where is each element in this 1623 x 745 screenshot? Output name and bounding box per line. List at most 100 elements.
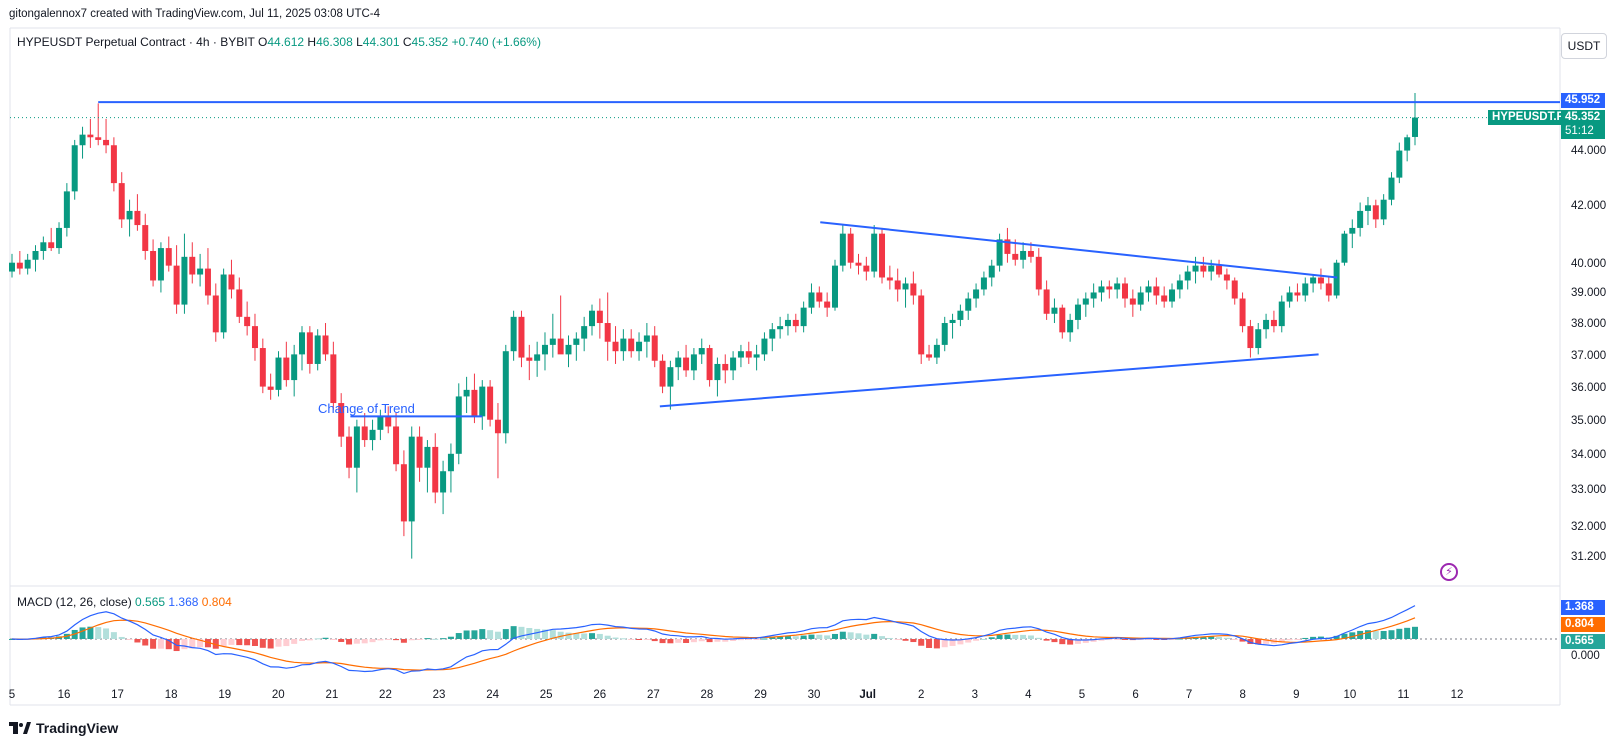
macd-hist-bar xyxy=(549,630,556,639)
candle-body xyxy=(675,357,682,368)
candle-body xyxy=(1074,304,1081,320)
candle-body xyxy=(150,250,157,281)
time-tick-label: 3 xyxy=(971,689,978,701)
high-value: 46.308 xyxy=(316,35,353,49)
macd-hist-bar xyxy=(722,639,729,642)
macd-line-value: 1.368 xyxy=(168,595,199,609)
macd-hist-bar xyxy=(777,636,784,639)
macd-signal-value: 0.804 xyxy=(201,595,232,609)
candle-body xyxy=(863,265,870,272)
candle-body xyxy=(487,386,494,420)
macd-hist-bar xyxy=(847,632,854,639)
candle-body xyxy=(1004,239,1011,254)
candle-body xyxy=(16,262,23,269)
candle-body xyxy=(636,341,643,352)
candle-body xyxy=(667,367,674,387)
macd-hist-bar xyxy=(910,639,917,643)
candle-body xyxy=(769,329,776,339)
time-tick-label: 28 xyxy=(700,689,714,701)
macd-hist-bar xyxy=(142,639,149,646)
time-tick-label: 25 xyxy=(539,689,553,701)
time-tick-label: 17 xyxy=(111,689,124,701)
macd-hist-bar xyxy=(745,639,752,640)
macd-hist-bar xyxy=(275,639,282,647)
candle-body xyxy=(361,426,368,441)
macd-hist-bar xyxy=(651,639,658,642)
time-tick-label: 19 xyxy=(218,689,232,701)
candle-body xyxy=(1208,265,1215,272)
high-label: H xyxy=(307,35,317,49)
candle-body xyxy=(95,137,102,140)
macd-hist-bar xyxy=(659,639,666,644)
macd-hist-bar xyxy=(643,639,650,640)
macd-hist-bar xyxy=(181,639,188,650)
price-tick-label: 32.000 xyxy=(1571,520,1607,533)
time-tick-label: 29 xyxy=(754,689,767,701)
macd-hist-bar xyxy=(737,639,744,641)
macd-hist-bar xyxy=(1216,637,1223,639)
lightning-icon[interactable]: ⚡ xyxy=(1440,563,1458,581)
candle-body xyxy=(502,351,509,434)
symbol-title[interactable]: HYPEUSDT Perpetual Contract · 4h · BYBIT xyxy=(17,35,255,49)
macd-hist-bar xyxy=(698,639,705,642)
macd-hist-bar xyxy=(361,639,368,644)
macd-hist-bar xyxy=(1310,636,1317,639)
macd-hist-bar xyxy=(393,639,400,641)
macd-hist-bar xyxy=(1263,639,1270,644)
macd-hist-bar xyxy=(534,628,541,639)
candle-body xyxy=(1372,205,1379,220)
macd-line xyxy=(11,605,1416,675)
macd-hist-bar xyxy=(902,639,909,641)
macd-hist-bar xyxy=(259,639,266,648)
time-tick-label: 9 xyxy=(1293,689,1300,701)
macd-hist-bar xyxy=(502,629,509,639)
candle-body xyxy=(557,338,564,355)
macd-hist-bar xyxy=(1278,639,1285,642)
time-tick-label: Jul xyxy=(859,689,876,701)
price-tick-label: 44.000 xyxy=(1571,145,1607,158)
macd-pane xyxy=(9,605,1560,675)
candle-body xyxy=(565,344,572,355)
currency-button[interactable]: USDT xyxy=(1561,33,1607,59)
time-tick-label: 8 xyxy=(1239,689,1246,701)
candle-body xyxy=(1043,289,1050,314)
candle-body xyxy=(831,265,838,308)
price-tick-label: 39.000 xyxy=(1571,287,1607,300)
tradingview-logo[interactable]: TradingView xyxy=(9,720,118,736)
candle-body xyxy=(204,268,211,296)
price-tick-label: 35.000 xyxy=(1571,415,1607,428)
macd-hist-bar xyxy=(980,638,987,640)
macd-hist-bar xyxy=(1364,630,1371,639)
candle-body xyxy=(103,139,110,146)
macd-hist-bar xyxy=(957,639,964,645)
candle-body xyxy=(1035,256,1042,290)
candle-body xyxy=(589,310,596,327)
macd-hist-bar xyxy=(1200,636,1207,639)
macd-hist-bar xyxy=(251,639,258,646)
candle-body xyxy=(48,242,55,249)
candle-body xyxy=(816,292,823,302)
candle-body xyxy=(1364,205,1371,211)
macd-hist-bar xyxy=(408,639,415,641)
candle-body xyxy=(9,262,15,272)
candle-body xyxy=(299,332,306,355)
candle-body xyxy=(1114,283,1121,290)
macd-title[interactable]: MACD (12, 26, close) xyxy=(17,595,132,609)
candle-body xyxy=(275,357,282,390)
time-tick-label: 6 xyxy=(1132,689,1139,701)
candle-body xyxy=(283,357,290,381)
macd-hist-bar xyxy=(236,639,243,646)
macd-hist-bar xyxy=(1012,634,1019,639)
macd-hist-bar xyxy=(510,626,517,639)
time-tick-label: 24 xyxy=(486,689,500,701)
upper-trendline xyxy=(820,221,1338,279)
change-of-trend-label[interactable]: Change of Trend xyxy=(318,401,415,416)
created-by-text: gitongalennox7 created with TradingView.… xyxy=(9,8,380,20)
candle-body xyxy=(1223,274,1230,281)
macd-hist-bar xyxy=(612,637,619,639)
candle-body xyxy=(1059,307,1066,333)
candle-body xyxy=(722,363,729,371)
macd-hist-bar xyxy=(416,639,423,640)
macd-hist-bar xyxy=(1396,628,1403,639)
